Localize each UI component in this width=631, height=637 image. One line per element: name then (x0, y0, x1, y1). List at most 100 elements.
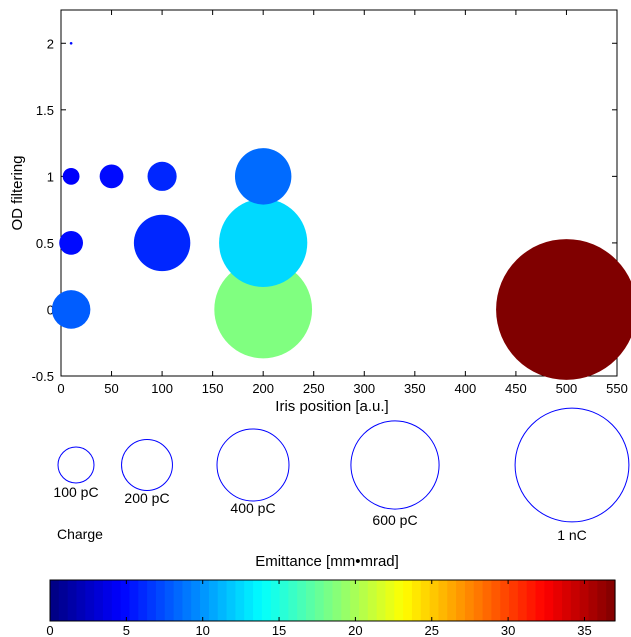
colorbar-segment (376, 580, 387, 621)
colorbar-frame (49, 579, 616, 622)
colorbar-tick-label: 30 (501, 623, 515, 637)
colorbar-segment (597, 580, 607, 621)
colorbar-segment (76, 580, 86, 621)
data-bubble (219, 198, 308, 288)
colorbar-tick-label: 0 (46, 623, 53, 637)
colorbar-segment (332, 580, 342, 621)
colorbar-segment (244, 580, 254, 621)
colorbar-segment (500, 580, 510, 621)
colorbar-segment (482, 580, 493, 621)
y-tick-label: 2 (47, 36, 54, 51)
colorbar-segment (606, 580, 616, 621)
colorbar-segment (420, 580, 431, 621)
colorbar-segment (164, 580, 175, 621)
colorbar-segment (297, 580, 307, 621)
charge-legend: Charge 100 pC 200 pC 400 pC 600 pC 1 nC (53, 407, 630, 543)
data-bubble (59, 231, 84, 255)
colorbar-segment (173, 580, 184, 621)
colorbar-segment (67, 580, 78, 621)
colorbar-segment (553, 580, 563, 621)
colorbar-tick-label: 25 (425, 623, 439, 637)
x-axis-title: Iris position [a.u.] (275, 398, 388, 415)
plot-area: 0 50 100 150 200 250 300 350 400 450 500 550-0.500.… (32, 9, 631, 396)
colorbar-segment (217, 580, 228, 621)
data-bubble (133, 214, 191, 272)
colorbar-segment (102, 580, 113, 621)
x-tick-label: 400 (455, 381, 477, 396)
legend-circle (57, 446, 95, 484)
y-axis-title: OD filtering (9, 155, 26, 230)
colorbar-segment (429, 580, 440, 621)
colorbar: Emittance [mm•mrad] 0 5 10 15 20 25 30 35 (46, 553, 616, 637)
colorbar-segment (270, 580, 281, 621)
data-bubble (99, 164, 124, 189)
colorbar-segment (85, 580, 95, 621)
colorbar-tick-label: 10 (195, 623, 209, 637)
colorbar-segment (579, 580, 590, 621)
x-tick-label: 300 (353, 381, 375, 396)
colorbar-segment (341, 580, 351, 621)
colorbar-segment (111, 580, 122, 621)
legend-circle (216, 428, 290, 502)
x-tick-label: 150 (202, 381, 224, 396)
legend-label: 400 pC (230, 500, 275, 516)
y-tick-label: -0.5 (32, 369, 54, 384)
colorbar-segment (155, 580, 166, 621)
x-tick-label: 450 (505, 381, 527, 396)
x-tick-label: 250 (303, 381, 325, 396)
colorbar-segment (208, 580, 219, 621)
legend-label: 600 pC (372, 512, 417, 528)
colorbar-segment (288, 580, 298, 621)
colorbar-segment (226, 580, 236, 621)
colorbar-segment (544, 580, 554, 621)
colorbar-segment (350, 580, 360, 621)
y-tick-label: 1.5 (36, 103, 54, 118)
data-bubble (69, 41, 73, 45)
colorbar-segment (253, 580, 263, 621)
colorbar-segment (509, 580, 519, 621)
colorbar-tick-label: 20 (348, 623, 362, 637)
colorbar-segment (464, 580, 475, 621)
colorbar-segment (279, 580, 289, 621)
colorbar-segment (385, 580, 395, 621)
colorbar-segment (235, 580, 245, 621)
colorbar-segment (358, 580, 369, 621)
colorbar-segment (314, 580, 325, 621)
colorbar-segment (562, 580, 572, 621)
legend-label: 1 nC (557, 527, 587, 543)
colorbar-segment (129, 580, 139, 621)
x-tick-label: 50 (104, 381, 118, 396)
y-tick-label: 0.5 (36, 236, 54, 251)
colorbar-segment (50, 580, 60, 621)
colorbar-segment (147, 580, 157, 621)
colorbar-segment (323, 580, 334, 621)
colorbar-segment (438, 580, 448, 621)
legend-label: 200 pC (124, 490, 169, 506)
y-tick-label: 0 (47, 302, 54, 317)
data-bubble (496, 239, 631, 380)
data-bubble (62, 167, 80, 185)
colorbar-segment (411, 580, 422, 621)
legend-circle (121, 439, 173, 491)
colorbar-segment (367, 580, 378, 621)
charge-legend-title: Charge (57, 526, 103, 542)
colorbar-tick-label: 5 (123, 623, 130, 637)
data-bubble (147, 161, 177, 191)
x-tick-label: 200 (252, 381, 274, 396)
colorbar-segment (447, 580, 457, 621)
data-bubble (51, 290, 91, 329)
colorbar-segment (456, 580, 466, 621)
y-tick-label: 1 (47, 169, 54, 184)
colorbar-segment (535, 580, 545, 621)
colorbar-segment (570, 580, 581, 621)
legend-circle (350, 420, 440, 510)
colorbar-segment (191, 580, 201, 621)
colorbar-tick-label: 35 (577, 623, 591, 637)
colorbar-segment (394, 580, 404, 621)
data-bubble (214, 260, 313, 359)
colorbar-segment (473, 580, 484, 621)
colorbar-tick-label: 15 (272, 623, 286, 637)
colorbar-segment (261, 580, 272, 621)
colorbar-segment (306, 580, 316, 621)
